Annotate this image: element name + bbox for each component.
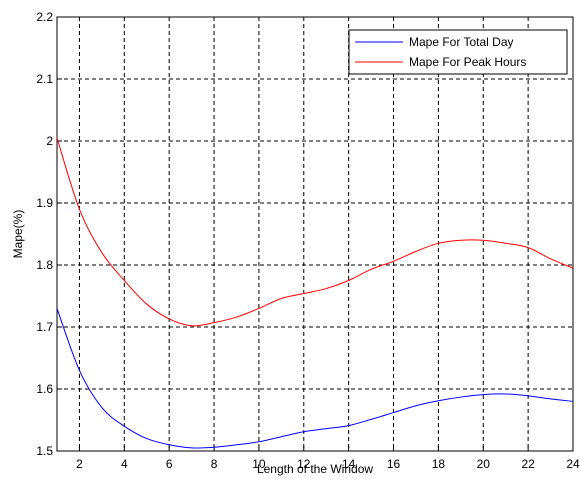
legend-label: Mape For Peak Hours (409, 55, 526, 69)
series-line-2 (56, 137, 574, 327)
legend-label: Mape For Total Day (409, 35, 514, 49)
y-tick-label: 2.2 (36, 10, 53, 24)
x-tick-label: 2 (76, 457, 83, 471)
x-tick-label: 8 (211, 457, 218, 471)
x-tick-label: 20 (477, 457, 491, 471)
y-tick-label: 1.6 (36, 382, 53, 396)
x-tick-label: 18 (432, 457, 446, 471)
y-tick-label: 2 (46, 134, 53, 148)
series-layer (56, 137, 574, 449)
y-axis-title: Mape(%) (11, 210, 25, 259)
x-tick-label: 4 (121, 457, 128, 471)
y-tick-label: 2.1 (36, 72, 53, 86)
y-tick-label: 1.7 (36, 320, 53, 334)
plot-area-frame (56, 16, 574, 452)
y-tick-label: 1.8 (36, 258, 53, 272)
legend: Mape For Total Day Mape For Peak Hours (348, 29, 568, 75)
x-tick-label: 10 (252, 457, 266, 471)
x-tick-label: 24 (566, 457, 580, 471)
x-axis-title: Length of the Window (257, 462, 373, 476)
x-tick-label: 14 (342, 457, 356, 471)
x-tick-label: 6 (166, 457, 173, 471)
tick-layer: 2 4 6 8 10 12 14 16 18 20 22 241.51.61.71.81.922.12… (36, 10, 580, 471)
y-tick-label: 1.5 (36, 444, 53, 458)
x-tick-label: 16 (387, 457, 401, 471)
x-tick-label: 22 (521, 457, 535, 471)
y-tick-label: 1.9 (36, 196, 53, 210)
x-tick-label: 12 (297, 457, 311, 471)
grid-layer (57, 16, 574, 452)
series-line-1 (56, 308, 574, 449)
legend-box (348, 29, 568, 75)
